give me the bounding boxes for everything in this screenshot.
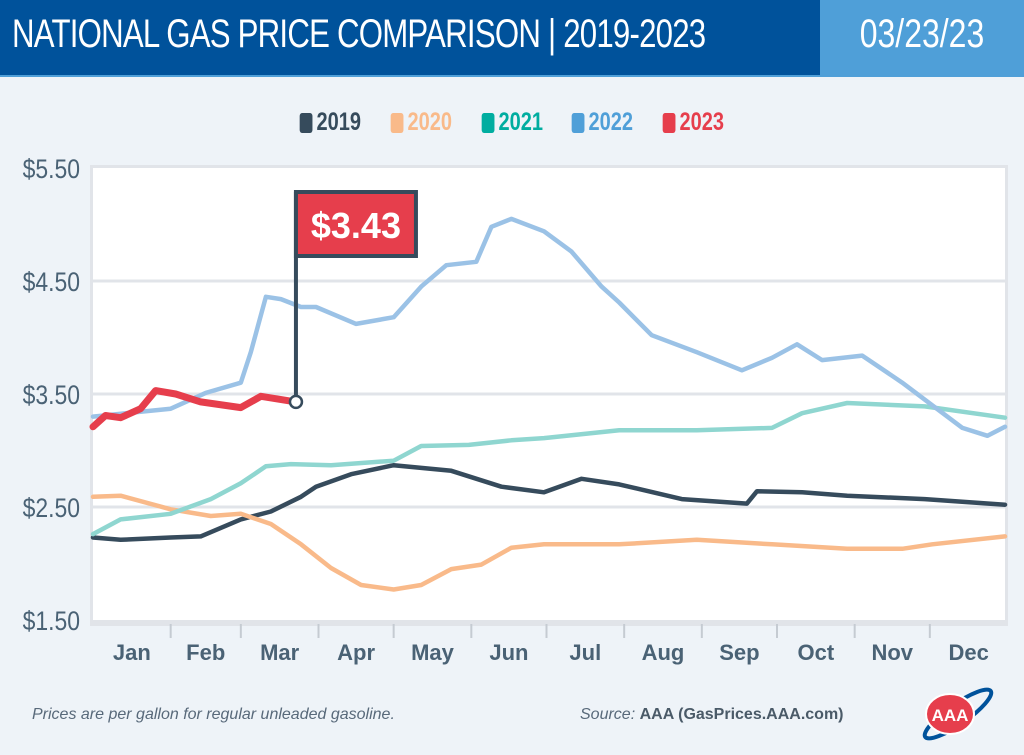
series-line-2022 [90,216,1008,439]
current-price-marker [288,394,304,410]
legend-item-2023: 2023 [662,108,724,137]
legend-swatch [662,112,676,133]
series-line-2023 [89,387,300,431]
y-tick-label: $4.50 [23,267,80,297]
legend-item-2020: 2020 [390,108,453,137]
flag-label: $3.43 [311,205,401,246]
y-tick-label: $5.50 [23,154,80,184]
legend-swatch [300,112,313,133]
header-bar: NATIONAL GAS PRICE COMPARISON | 2019-202… [0,0,820,75]
legend-swatch [571,112,585,133]
legend-label: 2022 [588,108,634,136]
legend-label: 2021 [498,108,543,136]
header-divider [0,75,1024,77]
chart-title: NATIONAL GAS PRICE COMPARISON | 2019-202… [12,12,706,56]
legend-label: 2020 [407,108,453,136]
legend-label: 2019 [316,108,362,136]
x-tick-label: May [411,640,455,665]
legend-swatch [481,112,495,133]
footer-source: Source: AAA (GasPrices.AAA.com) [580,706,844,724]
legend: 2019 2020 2021 2022 2023 [0,108,1024,137]
source-label: Source: [580,706,636,723]
x-tick-label: Sep [719,640,759,665]
source-value: AAA (GasPrices.AAA.com) [639,706,844,723]
flag-box [293,190,418,258]
x-tick-label: Jul [569,640,601,665]
x-tick-label: Aug [642,640,685,665]
date-box: 03/23/23 [820,0,1024,75]
legend-item-2022: 2022 [571,108,634,137]
x-tick-label: Mar [260,640,300,665]
x-tick-label: Dec [948,640,988,665]
series-line-2020 [90,493,1008,592]
series-line-2021 [90,400,1008,537]
x-tick-label: Jan [113,640,151,665]
x-tick-label: Oct [797,640,834,665]
y-tick-label: $1.50 [23,606,80,636]
x-tick-label: Apr [337,640,375,665]
legend-item-2021: 2021 [481,108,543,137]
x-tick-label: Feb [186,640,225,665]
x-tick-label: Nov [871,640,913,665]
legend-swatch [390,112,404,133]
y-tick-label: $3.50 [23,380,80,410]
legend-label: 2023 [679,108,724,136]
date-label: 03/23/23 [859,12,985,56]
x-tick-label: Jun [489,640,528,665]
footer-note: Prices are per gallon for regular unlead… [32,706,395,723]
legend-item-2019: 2019 [300,108,361,137]
series-line-2019 [90,462,1008,543]
y-tick-label: $2.50 [23,493,80,523]
